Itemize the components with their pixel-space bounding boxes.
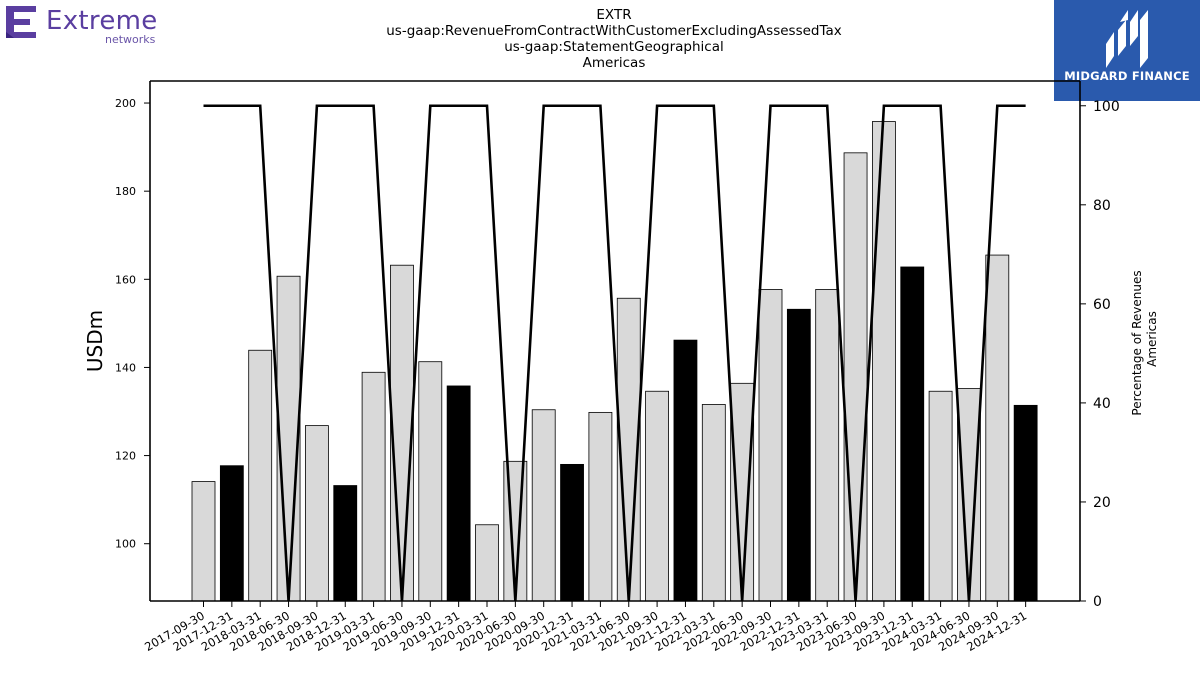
- y-tick-label: 100: [115, 538, 136, 551]
- bar: [418, 361, 443, 602]
- y2-axis-label-line1: Percentage of Revenues: [1130, 270, 1144, 415]
- y-tick-label: 180: [115, 185, 136, 198]
- bar: [957, 388, 981, 602]
- percentage-line: [203, 104, 1026, 602]
- extreme-networks-logo: Extreme networks: [4, 4, 204, 48]
- bar: [786, 308, 811, 602]
- y-tick-label: 120: [115, 450, 136, 463]
- y2-tick-label: 40: [1093, 396, 1111, 412]
- bar: [673, 339, 698, 602]
- y-tick-label: 140: [115, 361, 136, 374]
- y2-tick-label: 0: [1093, 594, 1102, 610]
- bar: [730, 382, 755, 602]
- bar: [843, 152, 868, 602]
- bar: [815, 289, 840, 602]
- title-ticker: EXTR: [596, 7, 632, 23]
- bar: [361, 371, 386, 602]
- title-concept: us-gaap:RevenueFromContractWithCustomerE…: [386, 23, 842, 39]
- chart-title: EXTR us-gaap:RevenueFromContractWithCust…: [314, 7, 914, 71]
- y2-tick-label: 20: [1093, 495, 1111, 511]
- bar: [701, 404, 726, 602]
- y2-axis-label-line2: Americas: [1145, 311, 1159, 367]
- bar: [928, 390, 953, 602]
- bar: [248, 349, 273, 602]
- bar: [900, 266, 925, 602]
- y-tick-label: 160: [115, 273, 136, 286]
- extreme-logo-text: Extreme: [46, 6, 158, 36]
- extreme-logo-subtext: networks: [105, 33, 156, 46]
- bar: [191, 481, 216, 602]
- bar: [872, 121, 896, 602]
- title-axis: us-gaap:StatementGeographical: [504, 39, 724, 55]
- y2-tick-label: 100: [1093, 99, 1120, 115]
- y2-tick-label: 60: [1093, 297, 1111, 313]
- extreme-mark-icon: [6, 6, 36, 38]
- bar: [1013, 404, 1038, 602]
- bar: [219, 465, 244, 602]
- bar: [758, 289, 783, 602]
- bar: [390, 264, 414, 602]
- midgard-finance-logo: MIDGARD FINANCE: [1054, 0, 1200, 101]
- bar: [446, 385, 471, 602]
- bar: [588, 411, 613, 602]
- bar: [985, 254, 1010, 602]
- midgard-logo-text: MIDGARD FINANCE: [1064, 69, 1190, 83]
- y-axis-label: USDm: [83, 310, 107, 372]
- midgard-mark-icon: [1106, 10, 1148, 68]
- bar: [333, 485, 358, 602]
- bar: [304, 425, 329, 602]
- y2-tick-label: 80: [1093, 198, 1111, 214]
- y-tick-label: 200: [115, 97, 136, 110]
- bar: [475, 524, 499, 602]
- title-member: Americas: [582, 55, 646, 71]
- bar: [560, 463, 584, 602]
- bar: [531, 409, 556, 602]
- bar: [645, 390, 669, 602]
